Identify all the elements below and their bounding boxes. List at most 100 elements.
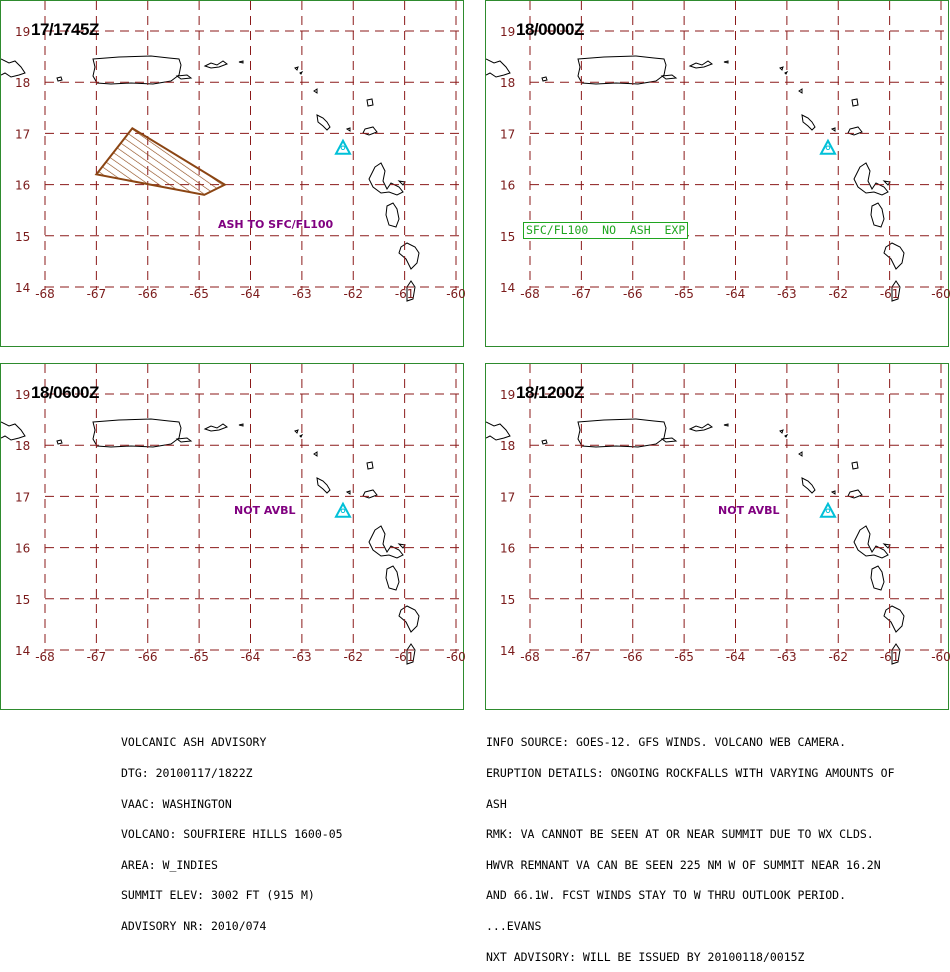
- lat-tick-label: 15: [15, 593, 30, 607]
- lon-tick-label: -63: [292, 650, 312, 664]
- lon-tick-label: -60: [446, 287, 465, 301]
- advisory-dtg: DTG: 20100117/1822Z: [121, 766, 253, 781]
- hispaniola-coast: [1, 421, 26, 441]
- lat-tick-label: 19: [500, 388, 515, 402]
- lon-tick-label: -61: [880, 650, 900, 664]
- lon-tick-label: -60: [931, 287, 950, 301]
- marie-galante-coast: [397, 180, 406, 186]
- st-vincent-coast: [406, 280, 416, 302]
- mona-island-coast: [56, 439, 63, 445]
- lon-tick-label: -62: [343, 287, 363, 301]
- advisory-area: AREA: W_INDIES: [121, 857, 218, 872]
- st-kitts-coast: [801, 477, 816, 494]
- advisory-number: ADVISORY NR: 2010/074: [121, 919, 267, 934]
- vieques-coast: [660, 74, 678, 80]
- ash-cloud-polygon: [94, 126, 227, 196]
- saint-martin-coast: [784, 433, 789, 438]
- vieques-coast: [175, 437, 193, 443]
- st-lucia-coast: [883, 605, 905, 633]
- lat-tick-label: 17: [15, 490, 30, 504]
- puerto-rico-coast: [577, 55, 667, 85]
- small-islands-a: [238, 423, 244, 427]
- barbuda-coast: [313, 88, 318, 94]
- st-kitts-coast: [316, 114, 331, 131]
- map-canvas: 19 18 17 16 15 14 -68 -67 -66 -65 -64 -63 -62 -61 -60: [1, 364, 465, 665]
- lon-tick-label: -63: [777, 650, 797, 664]
- advisory-next: NXT ADVISORY: WILL BE ISSUED BY 20100118…: [486, 949, 805, 964]
- puerto-rico-coast: [92, 418, 182, 448]
- hispaniola-coast: [486, 421, 511, 441]
- martinique-coast: [385, 565, 400, 591]
- lat-tick-label: 16: [15, 542, 30, 556]
- lat-tick-label: 16: [500, 542, 515, 556]
- advisory-right-text: INFO SOURCE: GOES-12. GFS WINDS. VOLCANO…: [486, 717, 895, 972]
- virgin-islands-coast: [688, 60, 714, 69]
- lon-tick-label: -62: [828, 650, 848, 664]
- ash-level-label: ASH TO SFC/FL100: [218, 218, 334, 231]
- lon-tick-label: -68: [35, 287, 55, 301]
- advisory-remarks-cont-1: HWVR REMNANT VA CAN BE SEEN 225 NM W OF …: [486, 857, 881, 872]
- antigua-coast: [366, 98, 374, 107]
- small-islands-a: [723, 60, 729, 64]
- saint-martin-coast: [784, 70, 789, 75]
- volcano-triangle-icon: [819, 138, 837, 155]
- lon-tick-label: -64: [241, 650, 261, 664]
- lat-tick-label: 14: [15, 644, 30, 658]
- st-lucia-coast: [398, 242, 420, 270]
- panel-time-title: 18/1200Z: [516, 383, 584, 402]
- hispaniola-coast: [486, 58, 511, 78]
- lon-tick-label: -64: [241, 287, 261, 301]
- barbuda-coast: [798, 451, 803, 457]
- lon-tick-label: -61: [880, 287, 900, 301]
- lat-tick-label: 17: [15, 127, 30, 141]
- lat-tick-label: 18: [500, 76, 515, 90]
- advisory-info-source: INFO SOURCE: GOES-12. GFS WINDS. VOLCANO…: [486, 735, 847, 750]
- puerto-rico-coast: [577, 418, 667, 448]
- advisory-eruption-details-cont: ASH: [486, 796, 507, 811]
- advisory-left-text: VOLCANIC ASH ADVISORY DTG: 20100117/1822…: [121, 717, 343, 941]
- advisory-summit-elev: SUMMIT ELEV: 3002 FT (915 M): [121, 888, 315, 903]
- lon-tick-label: -68: [520, 650, 540, 664]
- dominica-coast: [368, 525, 404, 559]
- guadeloupe-coast: [362, 126, 378, 136]
- dominica-coast: [368, 162, 404, 196]
- vieques-coast: [175, 74, 193, 80]
- st-lucia-coast: [398, 605, 420, 633]
- advisory-vaac: VAAC: WASHINGTON: [121, 796, 232, 811]
- anguilla-coast: [294, 429, 299, 434]
- lon-tick-label: -64: [726, 287, 746, 301]
- lon-tick-label: -65: [189, 287, 209, 301]
- martinique-coast: [870, 202, 885, 228]
- lat-tick-label: 18: [15, 76, 30, 90]
- panel-time-title: 17/1745Z: [31, 20, 99, 39]
- marie-galante-coast: [882, 543, 891, 549]
- map-canvas: 19 18 17 16 15 14 -68 -67 -66 -65 -64 -63 -62 -61 -60: [486, 364, 950, 665]
- lon-tick-label: -61: [395, 287, 415, 301]
- lon-tick-label: -66: [138, 287, 158, 301]
- lat-tick-label: 14: [500, 644, 515, 658]
- lon-tick-label: -66: [623, 650, 643, 664]
- saint-martin-coast: [299, 70, 304, 75]
- guadeloupe-coast: [362, 489, 378, 499]
- antigua-coast: [366, 461, 374, 470]
- lat-tick-label: 18: [500, 439, 515, 453]
- st-lucia-coast: [883, 242, 905, 270]
- lon-tick-label: -67: [87, 287, 107, 301]
- volcano-triangle-icon: [334, 501, 352, 518]
- marie-galante-coast: [882, 180, 891, 186]
- advisory-title: VOLCANIC ASH ADVISORY: [121, 735, 267, 750]
- marie-galante-coast: [397, 543, 406, 549]
- advisory-eruption-details: ERUPTION DETAILS: ONGOING ROCKFALLS WITH…: [486, 766, 895, 781]
- guadeloupe-coast: [847, 489, 863, 499]
- volcano-triangle-icon: [819, 501, 837, 518]
- map-panel: 19 18 17 16 15 14 -68 -67 -66 -65 -64 -63 -62 -61 -60 1…: [485, 363, 950, 710]
- lat-tick-label: 15: [15, 230, 30, 244]
- martinique-coast: [385, 202, 400, 228]
- st-vincent-coast: [406, 643, 416, 665]
- lon-tick-label: -65: [674, 650, 694, 664]
- not-available-label: NOT AVBL: [718, 504, 780, 517]
- lat-tick-label: 17: [500, 127, 515, 141]
- small-islands-a: [723, 423, 729, 427]
- advisory-remarks: RMK: VA CANNOT BE SEEN AT OR NEAR SUMMIT…: [486, 827, 874, 842]
- barbuda-coast: [313, 451, 318, 457]
